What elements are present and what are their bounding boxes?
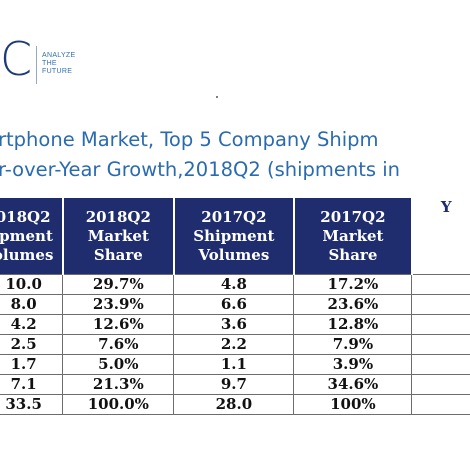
table-cell	[411, 354, 470, 375]
table-cell	[411, 274, 470, 295]
table-cell: 4.8	[173, 274, 295, 295]
table-cell: 9.7	[173, 374, 295, 395]
header-2017q2-share: 2017Q2 Market Share	[293, 198, 413, 275]
table-cell	[411, 374, 470, 395]
table-cell: 4.2	[0, 314, 64, 335]
table-row: 8.0 23.9% 6.6 23.6%	[0, 294, 470, 315]
header-line: 2017Q2	[320, 207, 386, 226]
table-cell: 8.0	[0, 294, 64, 315]
logo-tagline-line: ANALYZE	[42, 52, 76, 59]
header-line: Market	[87, 226, 149, 245]
table-cell: 23.6%	[293, 294, 413, 315]
header-line: Share	[328, 245, 378, 264]
table-cell: 2.2	[173, 334, 295, 355]
table-header-row: 018Q2 ipment olumes 2018Q2 Market Share …	[0, 198, 470, 275]
table-cell: 2.5	[0, 334, 64, 355]
header-line: Y	[440, 198, 452, 216]
table-row: 7.1 21.3% 9.7 34.6%	[0, 374, 470, 395]
table-cell: 29.7%	[62, 274, 175, 295]
table-cell: 7.1	[0, 374, 64, 395]
header-2017q2-volumes: 2017Q2 Shipment Volumes	[173, 198, 295, 275]
header-line: Volumes	[198, 245, 270, 264]
table-cell: 10.0	[0, 274, 64, 295]
shipments-table: 018Q2 ipment olumes 2018Q2 Market Share …	[0, 198, 470, 415]
table-cell: 3.9%	[293, 354, 413, 375]
header-2018q2-share: 2018Q2 Market Share	[62, 198, 175, 275]
header-line: ipment	[0, 226, 53, 245]
header-line: 2017Q2	[201, 207, 267, 226]
header-line: Shipment	[193, 226, 275, 245]
table-cell: 33.5	[0, 394, 64, 415]
table-cell: 34.6%	[293, 374, 413, 395]
table-cell: 23.9%	[62, 294, 175, 315]
table-cell: 17.2%	[293, 274, 413, 295]
table-cell: 12.8%	[293, 314, 413, 335]
table-cell: 1.7	[0, 354, 64, 375]
table-cell: 7.6%	[62, 334, 175, 355]
header-line: Market	[322, 226, 384, 245]
shipments-table-container: 018Q2 ipment olumes 2018Q2 Market Share …	[0, 198, 470, 415]
table-row: 4.2 12.6% 3.6 12.8%	[0, 314, 470, 335]
table-cell: 6.6	[173, 294, 295, 315]
table-cell	[411, 334, 470, 355]
logo-tagline-line: THE	[42, 60, 57, 67]
header-line: 018Q2	[0, 207, 51, 226]
logo-tagline-line: FUTURE	[42, 68, 73, 75]
company-logo: C	[0, 32, 32, 86]
table-cell	[411, 294, 470, 315]
table-cell: 100%	[293, 394, 413, 415]
table-row: 10.0 29.7% 4.8 17.2%	[0, 274, 470, 295]
table-cell: 5.0%	[62, 354, 175, 375]
table-title-line-2: r-over-Year Growth,2018Q2 (shipments in	[0, 158, 401, 181]
table-cell	[411, 314, 470, 335]
table-cell: 3.6	[173, 314, 295, 335]
table-row: 1.7 5.0% 1.1 3.9%	[0, 354, 470, 375]
table-cell: 12.6%	[62, 314, 175, 335]
table-cell: 1.1	[173, 354, 295, 375]
logo-divider	[36, 46, 37, 84]
table-cell: 28.0	[173, 394, 295, 415]
table-title-line-1: rtphone Market, Top 5 Company Shipm	[0, 128, 379, 151]
header-line: 2018Q2	[85, 207, 151, 226]
header-line: Share	[93, 245, 143, 264]
header-yoy-growth: Y	[411, 198, 470, 275]
header-line: olumes	[0, 245, 54, 264]
table-cell: 7.9%	[293, 334, 413, 355]
table-cell: 21.3%	[62, 374, 175, 395]
header-2018q2-volumes: 018Q2 ipment olumes	[0, 198, 64, 275]
table-cell: 100.0%	[62, 394, 175, 415]
logo-tagline: ANALYZE THE FUTURE	[42, 52, 75, 76]
table-row-total: 33.5 100.0% 28.0 100%	[0, 394, 470, 415]
stray-dot	[216, 96, 218, 98]
table-cell	[411, 394, 470, 415]
table-row: 2.5 7.6% 2.2 7.9%	[0, 334, 470, 355]
